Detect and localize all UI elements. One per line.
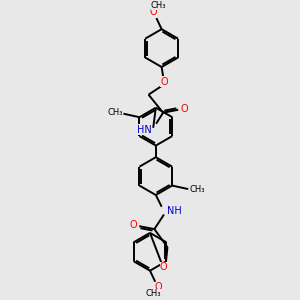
Text: O: O — [150, 7, 157, 17]
Text: CH₃: CH₃ — [145, 289, 161, 298]
Text: NH: NH — [167, 206, 182, 216]
Text: CH₃: CH₃ — [189, 185, 205, 194]
Text: HN: HN — [137, 124, 152, 135]
Text: O: O — [160, 76, 168, 86]
Text: O: O — [129, 220, 136, 230]
Text: O: O — [181, 103, 188, 114]
Text: CH₃: CH₃ — [107, 108, 123, 117]
Text: CH₃: CH₃ — [151, 2, 167, 10]
Text: O: O — [160, 262, 167, 272]
Text: O: O — [154, 282, 162, 292]
